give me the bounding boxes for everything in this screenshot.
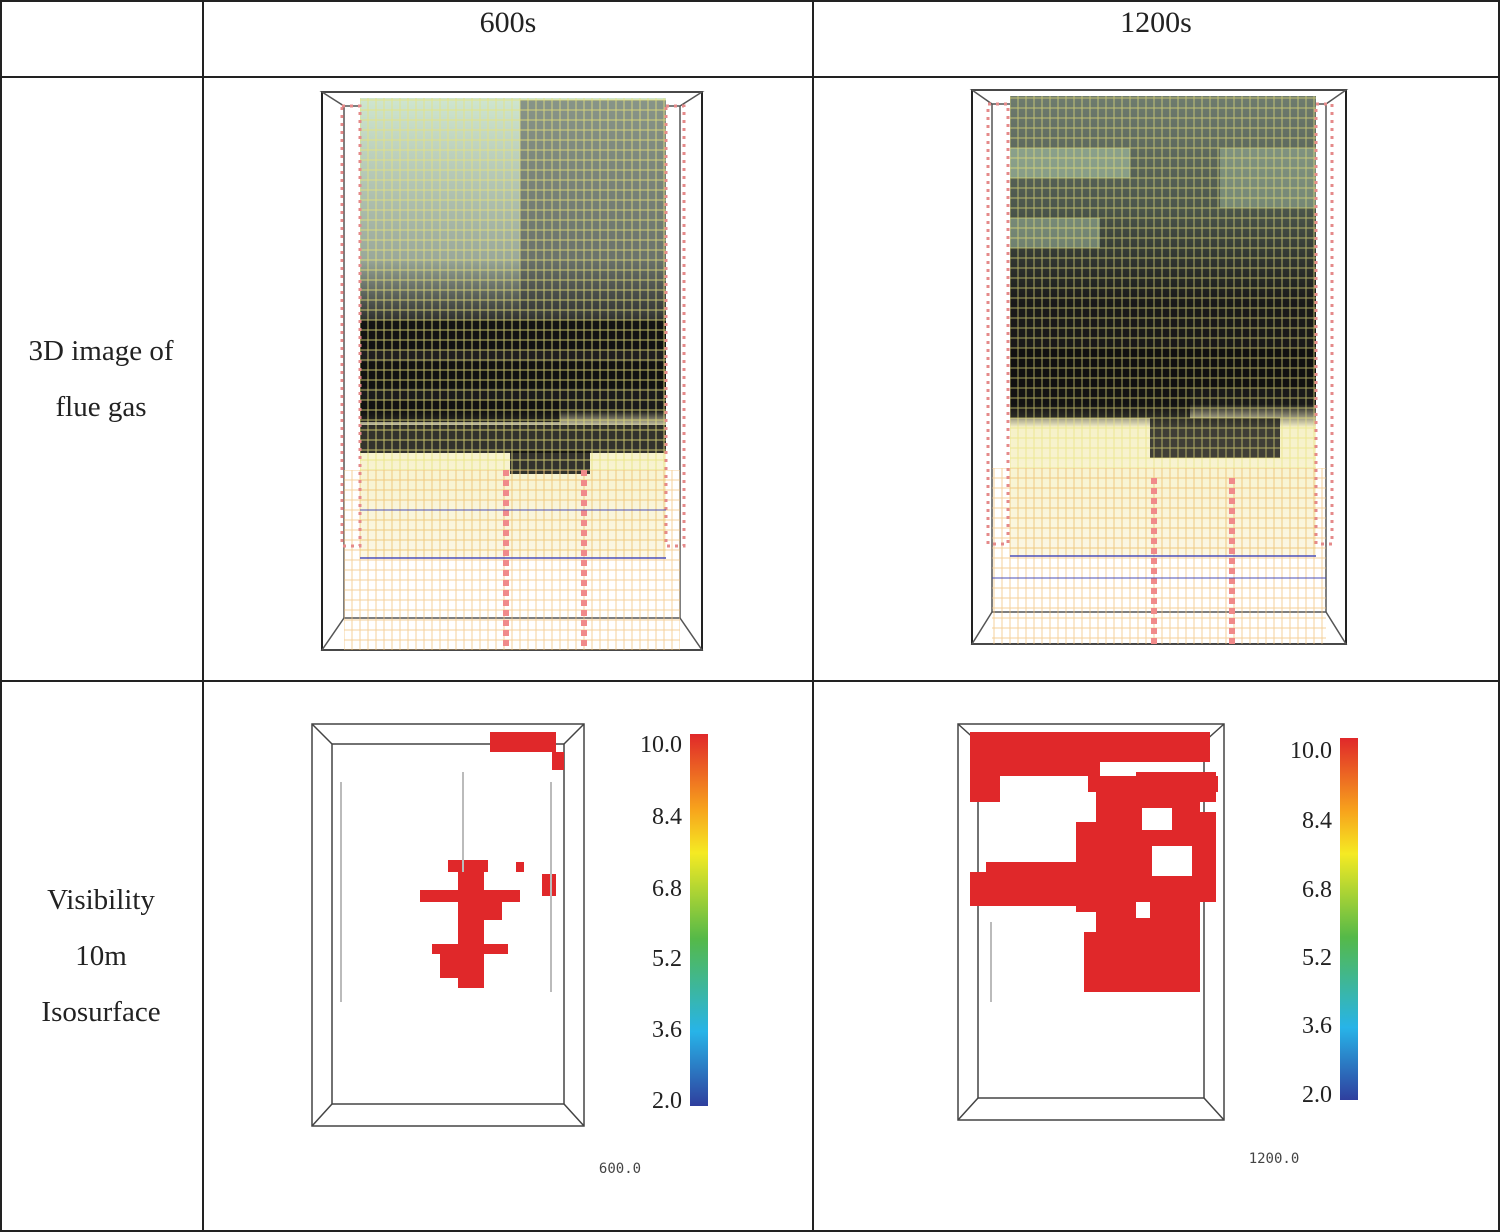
visibility-600s-plot xyxy=(311,723,585,1127)
flue-gas-1200s-cell xyxy=(814,78,1500,682)
row-label-flue-gas: 3D image of flue gas xyxy=(0,78,204,682)
time-readout: 600.0 xyxy=(599,1161,641,1177)
timestamp-1200s: 1200.0 xyxy=(1249,1151,1300,1167)
colorbar-tick: 10.0 xyxy=(640,732,682,758)
visibility-600s-cell xyxy=(204,682,814,1232)
flue-gas-1200s-image xyxy=(969,89,1349,645)
timestamp-600s: 600.0 xyxy=(599,1161,641,1177)
colorbar-tick: 8.4 xyxy=(652,804,682,830)
colorbar-tick: 3.6 xyxy=(1302,1013,1332,1039)
colorbar-tick: 5.2 xyxy=(1302,945,1332,971)
row-label-line: 10m xyxy=(75,940,127,972)
visibility-1200s-plot xyxy=(957,723,1225,1121)
row-label-visibility: Visibility 10m Isosurface xyxy=(0,682,204,1232)
colorbar-tick: 10.0 xyxy=(1290,738,1332,764)
colorbar-tick: 2.0 xyxy=(1302,1082,1332,1108)
colorbar-1200s: 10.0 8.4 6.8 5.2 3.6 2.0 xyxy=(1290,738,1358,1108)
colorbar-tick: 2.0 xyxy=(652,1088,682,1114)
time-readout: 1200.0 xyxy=(1249,1151,1300,1167)
row-label-line: Isosurface xyxy=(41,996,161,1028)
header-600s: 600s xyxy=(204,0,814,78)
flue-gas-600s-cell xyxy=(204,78,814,682)
header-empty-cell xyxy=(0,0,204,78)
row-label-line: Visibility xyxy=(47,884,155,916)
colorbar-tick: 3.6 xyxy=(652,1017,682,1043)
visibility-1200s-cell xyxy=(814,682,1500,1232)
flue-gas-600s-image xyxy=(319,91,705,651)
colorbar-tick: 6.8 xyxy=(1302,877,1332,903)
isosurface-600s xyxy=(420,732,564,988)
colorbar-tick: 6.8 xyxy=(652,876,682,902)
isosurface-1200s xyxy=(970,732,1218,992)
colorbar-tick: 8.4 xyxy=(1302,808,1332,834)
row-label-line: 3D image of xyxy=(28,335,174,367)
header-1200s: 1200s xyxy=(814,0,1500,78)
colorbar-600s: 10.0 8.4 6.8 5.2 3.6 2.0 xyxy=(640,732,708,1114)
colorbar-tick: 5.2 xyxy=(652,946,682,972)
row-label-line: flue gas xyxy=(55,391,147,423)
